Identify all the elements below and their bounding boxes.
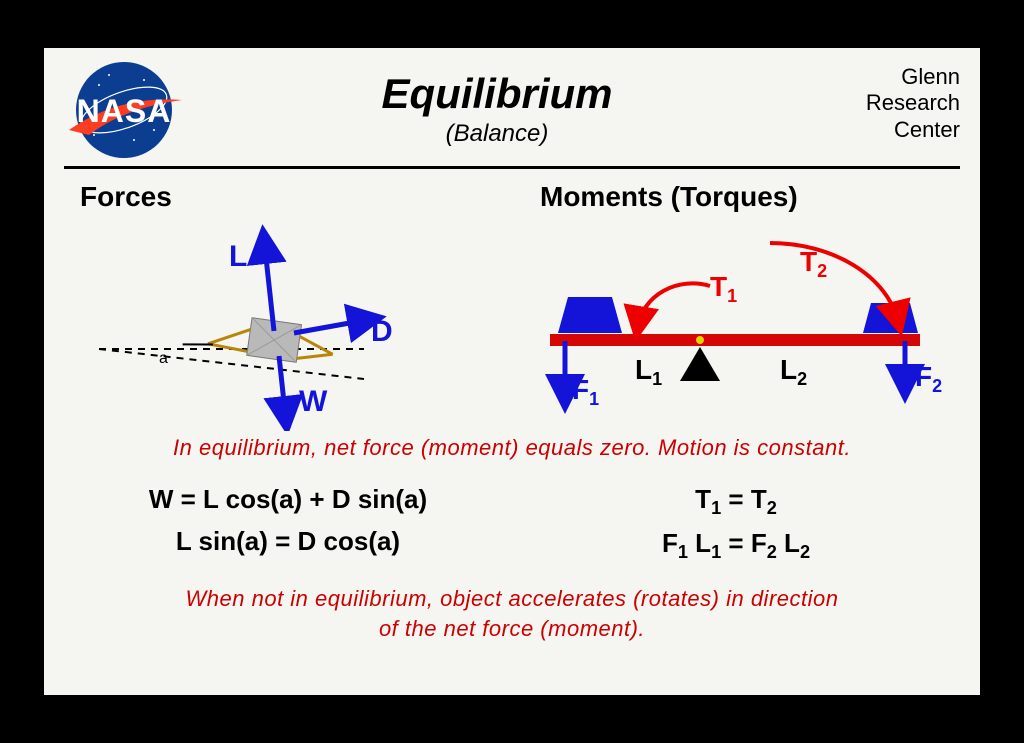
- label-L: L: [229, 240, 247, 273]
- forces-eq1: W = L cos(a) + D sin(a): [64, 479, 512, 521]
- center-line: Glenn: [810, 64, 960, 90]
- moments-equations: T1 = T2 F1 L1 = F2 L2: [512, 479, 960, 568]
- forces-diagram: a: [64, 221, 510, 431]
- header: NASA Equilibrium (Balance) Glenn Researc…: [64, 60, 960, 169]
- moments-diagram: T1 T2 F1 F2 L1 L2: [510, 221, 960, 431]
- title-block: Equilibrium (Balance): [184, 70, 810, 148]
- nonequilibrium-statement: When not in equilibrium, object accelera…: [64, 584, 960, 646]
- moments-eq2: F1 L1 = F2 L2: [512, 523, 960, 567]
- diagram-columns: Forces a: [64, 181, 960, 431]
- noneq-line1: When not in equilibrium, object accelera…: [64, 584, 960, 615]
- forces-title: Forces: [64, 181, 510, 213]
- center-line: Research: [810, 90, 960, 116]
- label-W: W: [299, 385, 328, 418]
- forces-eq2: L sin(a) = D cos(a): [64, 521, 512, 563]
- moments-eq1: T1 = T2: [512, 479, 960, 523]
- subtitle: (Balance): [184, 120, 810, 148]
- equilibrium-statement: In equilibrium, net force (moment) equal…: [64, 435, 960, 461]
- nasa-logo: NASA: [64, 60, 184, 160]
- svg-text:F1: F1: [572, 374, 599, 409]
- svg-text:F2: F2: [915, 361, 942, 396]
- svg-text:NASA: NASA: [77, 93, 172, 129]
- svg-text:L1: L1: [635, 354, 662, 389]
- center-name: Glenn Research Center: [810, 64, 960, 143]
- equations-row: W = L cos(a) + D sin(a) L sin(a) = D cos…: [64, 479, 960, 568]
- moments-title: Moments (Torques): [510, 181, 960, 213]
- svg-text:T1: T1: [710, 271, 737, 306]
- svg-text:a: a: [159, 350, 168, 367]
- forces-column: Forces a: [64, 181, 510, 431]
- slide: NASA Equilibrium (Balance) Glenn Researc…: [44, 48, 980, 695]
- noneq-line2: of the net force (moment).: [64, 614, 960, 645]
- center-line: Center: [810, 117, 960, 143]
- label-D: D: [371, 315, 393, 348]
- moments-column: Moments (Torques): [510, 181, 960, 431]
- svg-text:L2: L2: [780, 354, 807, 389]
- forces-equations: W = L cos(a) + D sin(a) L sin(a) = D cos…: [64, 479, 512, 568]
- main-title: Equilibrium: [184, 70, 810, 118]
